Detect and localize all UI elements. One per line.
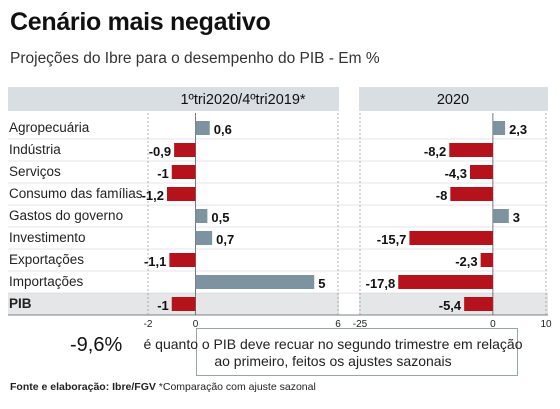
bar (167, 187, 196, 201)
source-rest: *Comparação com ajuste sazonal (155, 381, 316, 393)
bar (195, 275, 315, 289)
page-title: Cenário mais negativo (10, 8, 271, 36)
bar (449, 143, 493, 157)
panel-title: 2020 (437, 92, 469, 108)
tick-label: 10 (540, 319, 552, 330)
bar (492, 209, 509, 223)
bar (450, 187, 493, 201)
bar (195, 121, 210, 135)
chart-canvas: Agropecuária Indústria Serviços Consumo das… (8, 87, 552, 330)
panel-title: 1ºtri2020/4ºtri2019* (180, 92, 305, 108)
category-label: Consumo das famílias (9, 186, 143, 201)
data-label: 0,7 (216, 232, 234, 247)
note-line-1: é quanto o PIB deve recuar no segundo tr… (143, 336, 523, 352)
source-label: Fonte e elaboração: Ibre/FGV (10, 381, 156, 393)
data-label: -1,1 (144, 254, 166, 269)
data-label: -0,9 (149, 144, 171, 159)
data-label: 5 (318, 276, 325, 291)
note-line-2: ao primeiro, feitos os ajustes sazonais (214, 353, 452, 369)
note-highlight: -9,6% (70, 334, 123, 356)
note-text: é quanto o PIB deve recuar no segundo tr… (118, 336, 548, 370)
panel-separator (339, 87, 359, 317)
data-label: -15,7 (377, 232, 407, 247)
data-label: 2,3 (509, 122, 527, 137)
data-label: 0,6 (214, 122, 232, 137)
bar (492, 121, 506, 135)
data-label: 0,5 (211, 210, 229, 225)
tick-label: 6 (335, 319, 341, 330)
data-label: -8,2 (424, 144, 446, 159)
category-label: Agropecuária (9, 120, 90, 135)
category-label: PIB (9, 296, 32, 311)
category-label: Investimento (9, 230, 86, 245)
bar (171, 297, 196, 311)
data-label: -17,8 (366, 276, 396, 291)
data-label: -8 (436, 188, 448, 203)
bar (470, 165, 493, 179)
bar (195, 231, 213, 245)
bar (409, 231, 493, 245)
bar (195, 209, 208, 223)
data-label: -4,3 (445, 166, 467, 181)
tick-label: -2 (144, 319, 153, 330)
category-label: Exportações (9, 252, 84, 267)
data-label: 3 (513, 210, 520, 225)
bar (169, 253, 196, 267)
bar (464, 297, 493, 311)
data-label: -2,3 (455, 254, 477, 269)
data-label: -1,2 (142, 188, 164, 203)
note-box (196, 328, 518, 376)
data-label: -5,4 (439, 298, 462, 313)
source-note: Fonte e elaboração: Ibre/FGV *Comparação… (10, 381, 316, 393)
page-subtitle: Projeções do Ibre para o desempenho do P… (10, 50, 380, 67)
tick-label: 0 (490, 319, 496, 330)
data-label: -1 (157, 298, 169, 313)
bar (174, 143, 196, 157)
category-label: Importações (9, 274, 84, 289)
bar (398, 275, 493, 289)
category-label: Serviços (9, 164, 61, 179)
data-label: -1 (157, 166, 169, 181)
tick-label: -25 (353, 319, 368, 330)
tick-label: 0 (193, 319, 199, 330)
header-band (8, 87, 548, 111)
bar (480, 253, 493, 267)
category-label: Indústria (9, 142, 61, 157)
bar (171, 165, 196, 179)
pib-row-highlight (8, 293, 548, 315)
category-label: Gastos do governo (9, 208, 123, 223)
